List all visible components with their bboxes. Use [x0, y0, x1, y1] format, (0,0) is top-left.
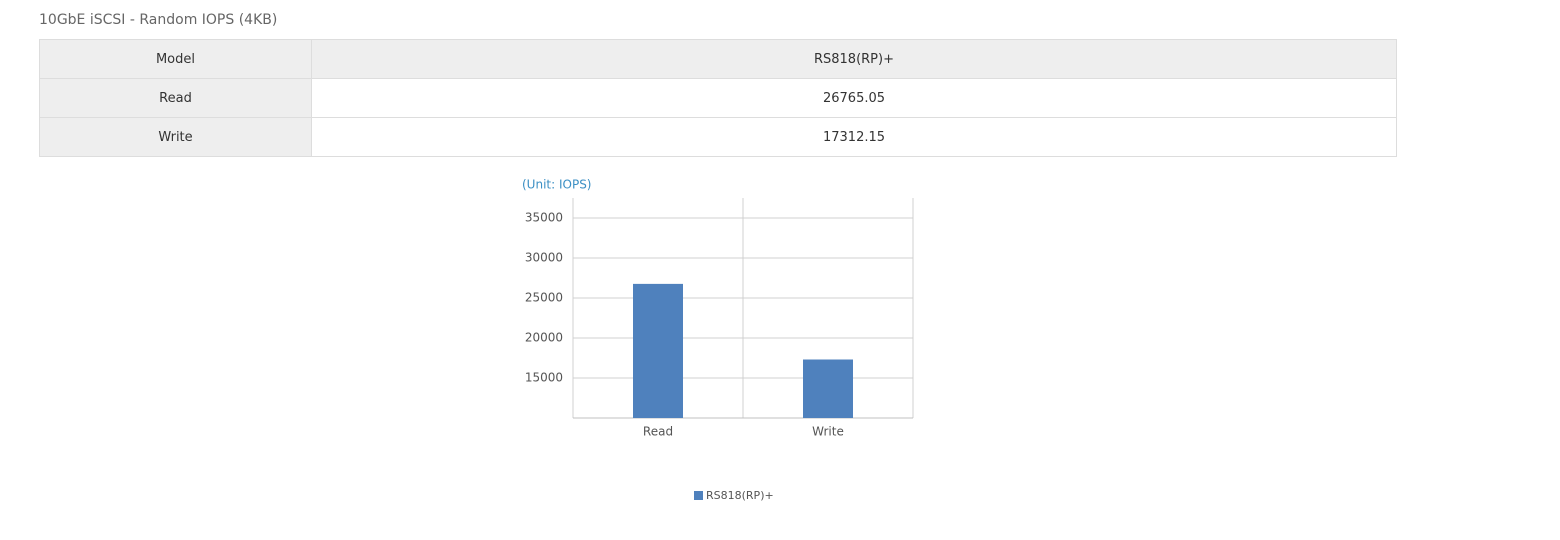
row-label: Read	[39, 78, 312, 118]
spec-table: Model RS818(RP)+ Read 26765.05 Write 173…	[39, 39, 1397, 157]
header-cell: RS818(RP)+	[311, 39, 1397, 79]
legend-label: RS818(RP)+	[706, 489, 774, 502]
bar	[633, 283, 683, 418]
legend-swatch	[694, 491, 703, 500]
row-value: 26765.05	[311, 78, 1397, 118]
unit-label: (Unit: IOPS)	[522, 178, 592, 192]
y-tick-label: 25000	[525, 291, 563, 305]
y-tick-label: 30000	[525, 251, 563, 265]
y-tick-label: 20000	[525, 331, 563, 345]
table-header: Model RS818(RP)+	[39, 39, 1397, 79]
x-tick-label: Read	[643, 425, 673, 439]
y-tick-label: 15000	[525, 371, 563, 385]
bar	[803, 359, 853, 418]
y-tick-label: 35000	[525, 211, 563, 225]
section-title: 10GbE iSCSI - Random IOPS (4KB)	[39, 12, 278, 28]
x-tick-label: Write	[812, 425, 844, 439]
row-label: Write	[39, 117, 312, 157]
row-value: 17312.15	[311, 117, 1397, 157]
table-row: Read 26765.05	[39, 78, 1397, 118]
table-row: Write 17312.15	[39, 117, 1397, 157]
